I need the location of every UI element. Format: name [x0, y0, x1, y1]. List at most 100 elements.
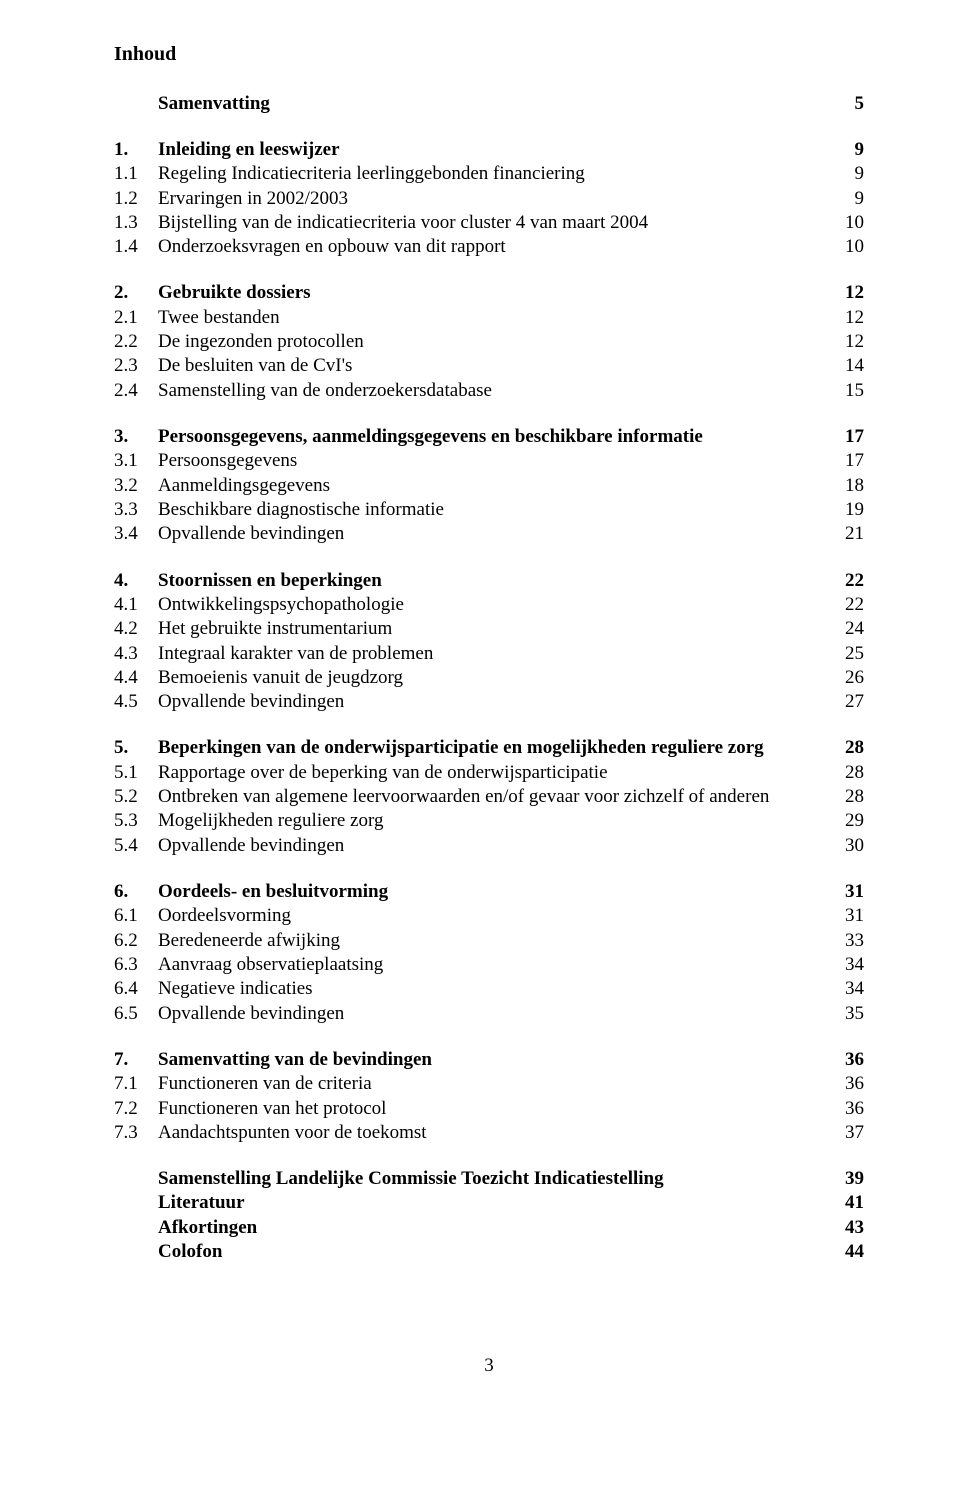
- toc-entry: 5.2Ontbreken van algemene leervoorwaarde…: [114, 785, 864, 809]
- toc-entry-text: Mogelijkheden reguliere zorg: [158, 809, 830, 833]
- toc-entry-page: 9: [830, 187, 864, 211]
- toc-entry: 1.Inleiding en leeswijzer9: [114, 138, 864, 162]
- toc-entry-page: 28: [830, 761, 864, 785]
- toc-entry-number: 4.2: [114, 617, 158, 641]
- toc-entry: 4.Stoornissen en beperkingen22: [114, 569, 864, 593]
- toc-entry-text: Opvallende bevindingen: [158, 690, 830, 714]
- toc-entry: 2.3De besluiten van de CvI's14: [114, 354, 864, 378]
- toc-entry: 2.Gebruikte dossiers12: [114, 281, 864, 305]
- toc-entry-number: 3.2: [114, 474, 158, 498]
- toc-entry-number: 6.2: [114, 929, 158, 953]
- toc-entry: 4.5Opvallende bevindingen27: [114, 690, 864, 714]
- toc-entry-number: 7.3: [114, 1121, 158, 1145]
- toc-entry: 4.3Integraal karakter van de problemen25: [114, 642, 864, 666]
- toc-entry-page: 26: [830, 666, 864, 690]
- toc-entry-page: 39: [830, 1167, 864, 1191]
- toc-entry-page: 33: [830, 929, 864, 953]
- toc-entry: 7.3Aandachtspunten voor de toekomst37: [114, 1121, 864, 1145]
- toc-entry: 3.2Aanmeldingsgegevens18: [114, 474, 864, 498]
- toc-entry-text: Inleiding en leeswijzer: [158, 138, 830, 162]
- toc-entry: 4.4Bemoeienis vanuit de jeugdzorg26: [114, 666, 864, 690]
- toc-entry-number: 5.2: [114, 785, 158, 809]
- toc-entry-page: 10: [830, 235, 864, 259]
- toc-entry-number: 3.1: [114, 449, 158, 473]
- toc-entry-text: Persoonsgegevens: [158, 449, 830, 473]
- toc-entry-text: Aanvraag observatieplaatsing: [158, 953, 830, 977]
- toc-entry-text: Rapportage over de beperking van de onde…: [158, 761, 830, 785]
- toc-entry-text: Bijstelling van de indicatiecriteria voo…: [158, 211, 830, 235]
- toc-entry: 1.3Bijstelling van de indicatiecriteria …: [114, 211, 864, 235]
- toc-entry: Colofon44: [114, 1240, 864, 1264]
- toc-entry-page: 12: [830, 306, 864, 330]
- toc-entry: 7.1Functioneren van de criteria36: [114, 1072, 864, 1096]
- toc-entry-text: Literatuur: [158, 1191, 830, 1215]
- toc-entry: 6.4Negatieve indicaties34: [114, 977, 864, 1001]
- toc-entry-page: 25: [830, 642, 864, 666]
- toc-entry-text: Oordeels- en besluitvorming: [158, 880, 830, 904]
- toc-entry-page: 17: [830, 449, 864, 473]
- toc-entry: 6.1Oordeelsvorming31: [114, 904, 864, 928]
- toc-entry-number: 5.1: [114, 761, 158, 785]
- toc-entry-number: 2.: [114, 281, 158, 305]
- toc-entry-page: 31: [830, 880, 864, 904]
- toc-section: 6.Oordeels- en besluitvorming316.1Oordee…: [114, 880, 864, 1026]
- toc-entry-page: 17: [830, 425, 864, 449]
- toc-entry-page: 28: [830, 736, 864, 760]
- toc-entry-text: Beperkingen van de onderwijsparticipatie…: [158, 736, 830, 760]
- toc-entry-number: 7.: [114, 1048, 158, 1072]
- toc-entry-number: 1.1: [114, 162, 158, 186]
- toc-entry-number: 3.3: [114, 498, 158, 522]
- toc-entry-text: Gebruikte dossiers: [158, 281, 830, 305]
- toc-entry-text: De besluiten van de CvI's: [158, 354, 830, 378]
- toc-entry-text: Aandachtspunten voor de toekomst: [158, 1121, 830, 1145]
- toc-entry-number: 3.: [114, 425, 158, 449]
- toc-entry-number: 3.4: [114, 522, 158, 546]
- toc-entry: 7.2Functioneren van het protocol36: [114, 1097, 864, 1121]
- toc-entry-text: Samenvatting van de bevindingen: [158, 1048, 830, 1072]
- toc-entry-page: 24: [830, 617, 864, 641]
- toc-entry: 1.1Regeling Indicatiecriteria leerlingge…: [114, 162, 864, 186]
- toc-entry-number: 1.2: [114, 187, 158, 211]
- toc-entry: 6.3Aanvraag observatieplaatsing34: [114, 953, 864, 977]
- toc-entry-text: Persoonsgegevens, aanmeldingsgegevens en…: [158, 425, 830, 449]
- toc-entry-page: 14: [830, 354, 864, 378]
- toc-entry-number: 2.3: [114, 354, 158, 378]
- toc-entry-page: 36: [830, 1072, 864, 1096]
- toc-entry-number: 4.: [114, 569, 158, 593]
- toc-entry-number: 2.2: [114, 330, 158, 354]
- toc-entry-page: 18: [830, 474, 864, 498]
- toc-entry-text: Samenvatting: [158, 92, 830, 116]
- toc-entry: 1.4Onderzoeksvragen en opbouw van dit ra…: [114, 235, 864, 259]
- toc-entry: Afkortingen43: [114, 1216, 864, 1240]
- toc-entry-number: 6.5: [114, 1002, 158, 1026]
- toc-entry: 3.4Opvallende bevindingen21: [114, 522, 864, 546]
- toc-entry-text: Afkortingen: [158, 1216, 830, 1240]
- toc-entry-text: Stoornissen en beperkingen: [158, 569, 830, 593]
- toc-entry-number: 1.3: [114, 211, 158, 235]
- toc-entry-text: De ingezonden protocollen: [158, 330, 830, 354]
- toc-entry-text: Het gebruikte instrumentarium: [158, 617, 830, 641]
- toc-entry-page: 37: [830, 1121, 864, 1145]
- toc-entry-page: 28: [830, 785, 864, 809]
- toc-entry-page: 5: [830, 92, 864, 116]
- toc-entry-text: Ervaringen in 2002/2003: [158, 187, 830, 211]
- toc-entry-number: 4.1: [114, 593, 158, 617]
- toc-entry-text: Aanmeldingsgegevens: [158, 474, 830, 498]
- toc-entry-number: 7.1: [114, 1072, 158, 1096]
- toc-entry-text: Beschikbare diagnostische informatie: [158, 498, 830, 522]
- table-of-contents: Samenvatting51.Inleiding en leeswijzer91…: [114, 92, 864, 1265]
- toc-entry-page: 43: [830, 1216, 864, 1240]
- toc-section: 2.Gebruikte dossiers122.1Twee bestanden1…: [114, 281, 864, 403]
- toc-entry-number: 6.4: [114, 977, 158, 1001]
- toc-entry-text: Colofon: [158, 1240, 830, 1264]
- toc-entry: 2.4Samenstelling van de onderzoekersdata…: [114, 379, 864, 403]
- toc-entry: 5.Beperkingen van de onderwijsparticipat…: [114, 736, 864, 760]
- toc-entry: 5.4Opvallende bevindingen30: [114, 834, 864, 858]
- page-number: 3: [114, 1354, 864, 1378]
- toc-entry: 3.3Beschikbare diagnostische informatie1…: [114, 498, 864, 522]
- toc-entry-text: Samenstelling Landelijke Commissie Toezi…: [158, 1167, 830, 1191]
- toc-entry-text: Beredeneerde afwijking: [158, 929, 830, 953]
- toc-entry-number: 2.1: [114, 306, 158, 330]
- toc-entry: 1.2Ervaringen in 2002/20039: [114, 187, 864, 211]
- toc-entry-number: 4.5: [114, 690, 158, 714]
